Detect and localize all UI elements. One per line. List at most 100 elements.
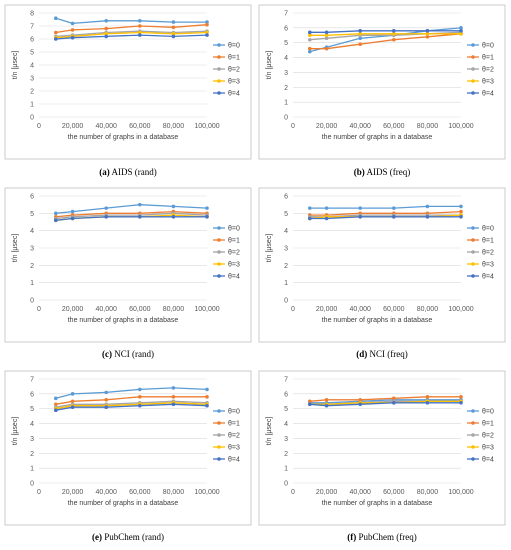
data-point (324, 33, 329, 38)
y-tick-label: 4 (284, 55, 288, 62)
series-line (55, 400, 208, 408)
legend-label: θ=0 (228, 43, 240, 50)
panel-caption: (d) NCI (freq) (356, 349, 407, 359)
data-point (54, 30, 58, 35)
data-point (324, 216, 329, 221)
legend-swatch-marker (217, 67, 221, 71)
legend-swatch-marker (471, 457, 475, 461)
legend-swatch-marker (471, 238, 475, 242)
data-point (54, 211, 58, 216)
legend-label: θ=4 (482, 457, 494, 464)
data-point (104, 390, 108, 395)
y-axis-title: t/n [μsec] (12, 234, 19, 263)
data-point (205, 206, 209, 210)
data-point (324, 36, 329, 41)
legend-swatch-marker (217, 43, 221, 47)
series-line (55, 204, 208, 214)
data-point (308, 30, 312, 35)
legend-swatch-marker (471, 274, 475, 278)
legend-label: θ=0 (482, 226, 494, 233)
data-point (205, 395, 209, 399)
x-axis-title: the number of graphs in a database (322, 134, 433, 141)
y-tick-label: 6 (284, 25, 288, 32)
y-tick-label: 7 (284, 377, 288, 384)
legend-label: θ=2 (228, 250, 240, 257)
data-point (459, 209, 463, 214)
y-tick-label: 1 (284, 280, 288, 287)
y-tick-label: 0 (30, 298, 34, 305)
data-point (70, 209, 75, 214)
data-point (138, 24, 142, 28)
y-tick-label: 3 (30, 76, 34, 83)
legend-swatch-marker (471, 226, 475, 230)
data-point (138, 33, 142, 37)
x-tick-label: 0 (291, 123, 295, 130)
y-tick-label: 2 (30, 451, 34, 458)
data-point (54, 16, 58, 21)
y-tick-label: 5 (284, 40, 288, 47)
data-point (171, 32, 176, 36)
legend-label: θ=3 (228, 262, 240, 269)
x-tick-label: 100,000 (194, 489, 219, 496)
y-axis-title: t/n [μsec] (266, 51, 273, 80)
data-point (104, 34, 108, 39)
series-line (309, 396, 461, 402)
data-point (425, 215, 430, 219)
y-tick-label: 3 (284, 246, 288, 253)
data-point (358, 42, 363, 46)
data-point (324, 30, 329, 35)
x-tick-label: 80,000 (417, 306, 439, 313)
legend-label: θ=1 (228, 238, 240, 245)
data-point (171, 34, 176, 39)
data-point (324, 403, 329, 408)
legend-label: θ=2 (482, 250, 494, 257)
x-tick-label: 40,000 (95, 306, 117, 313)
caption-text: AIDS (freq) (367, 167, 411, 177)
legend-swatch-marker (471, 421, 475, 425)
data-point (308, 37, 312, 42)
series-line (309, 30, 461, 33)
legend-swatch-marker (217, 421, 221, 425)
panel-caption: (a) AIDS (rand) (99, 167, 157, 177)
x-tick-label: 60,000 (129, 306, 151, 313)
legend-label: θ=0 (228, 226, 240, 233)
y-tick-label: 3 (284, 70, 288, 77)
y-tick-label: 4 (30, 63, 34, 70)
y-tick-label: 2 (284, 263, 288, 270)
legend-label: θ=4 (482, 91, 494, 98)
series-line (55, 387, 208, 399)
data-point (308, 402, 312, 407)
x-tick-label: 80,000 (163, 123, 185, 130)
data-point (138, 30, 142, 35)
series-line (55, 24, 208, 34)
x-tick-label: 40,000 (349, 489, 371, 496)
series-line (309, 399, 461, 404)
data-point (308, 49, 312, 54)
caption-letter: (b) (354, 167, 365, 177)
legend-label: θ=1 (482, 55, 494, 62)
legend-label: θ=2 (228, 67, 240, 74)
data-point (392, 215, 396, 219)
y-tick-label: 0 (30, 481, 34, 488)
data-point (205, 215, 209, 219)
y-tick-label: 3 (30, 436, 34, 443)
x-tick-label: 60,000 (383, 489, 405, 496)
y-tick-label: 4 (30, 421, 34, 428)
series-line (309, 33, 462, 50)
legend-label: θ=3 (482, 262, 494, 269)
legend-swatch-marker (217, 79, 221, 83)
data-point (104, 19, 108, 23)
x-tick-label: 40,000 (95, 489, 117, 496)
data-point (104, 398, 108, 402)
legend-label: θ=2 (482, 433, 494, 440)
y-tick-label: 1 (30, 280, 34, 287)
data-point (425, 395, 430, 399)
x-tick-label: 40,000 (349, 123, 371, 130)
y-tick-label: 6 (284, 391, 288, 398)
x-tick-label: 40,000 (349, 306, 371, 313)
data-point (205, 20, 209, 24)
data-point (138, 403, 142, 408)
x-tick-label: 100,000 (448, 489, 473, 496)
caption-letter: (f) (347, 532, 356, 542)
data-point (70, 35, 75, 40)
